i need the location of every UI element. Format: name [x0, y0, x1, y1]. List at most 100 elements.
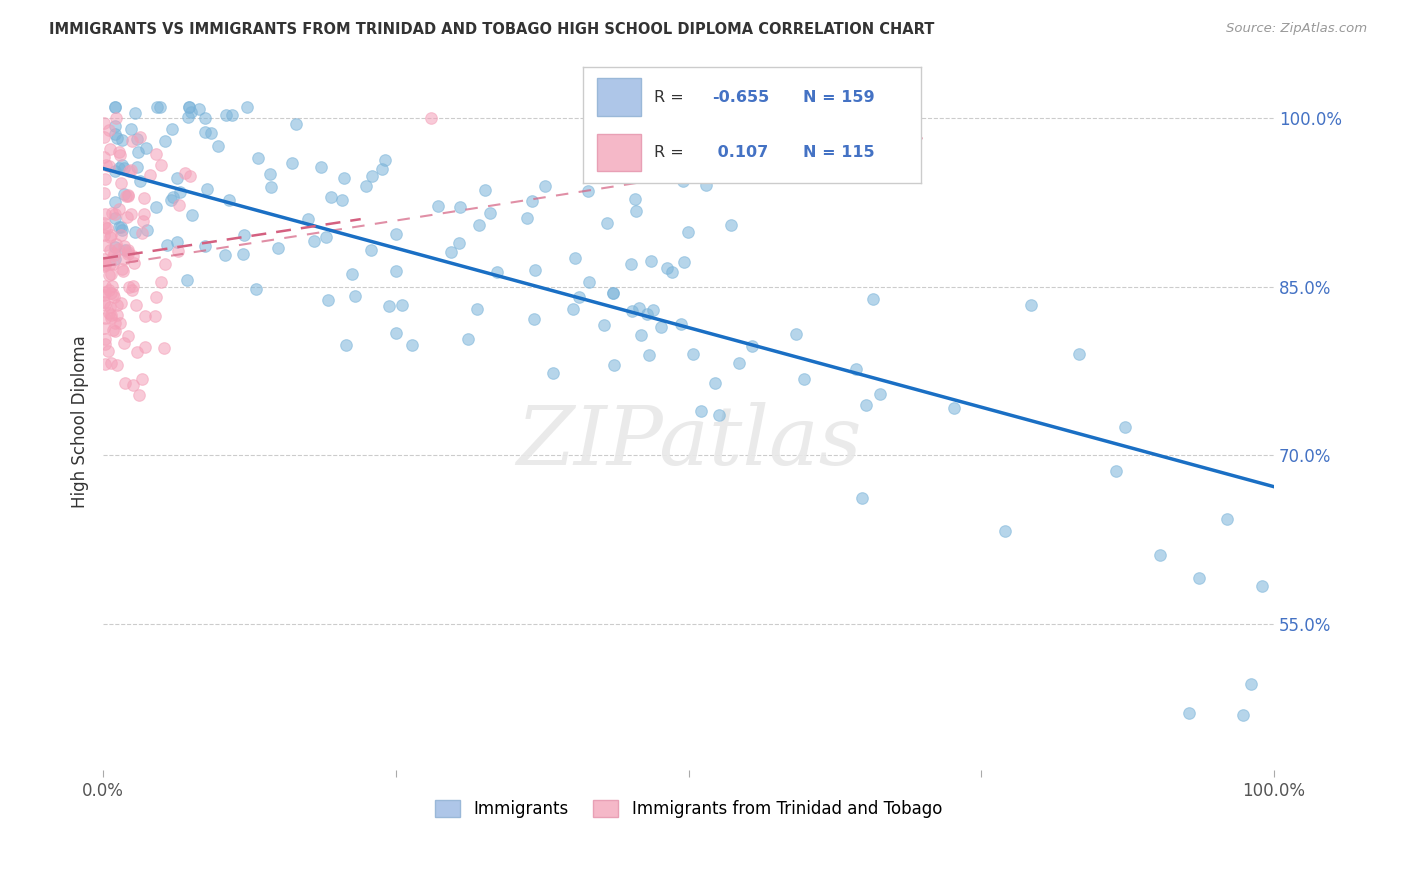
Point: [105, 111, 128, 125]
Point: [370, 161, 392, 176]
Point: [117, 243, 139, 257]
Point: [690, 404, 713, 418]
Point: [101, 279, 124, 293]
Point: [159, 193, 181, 207]
Point: [596, 216, 619, 230]
Point: [169, 185, 191, 199]
Point: [593, 318, 616, 333]
Text: 0.107: 0.107: [711, 145, 768, 161]
Point: [862, 293, 884, 307]
Point: [129, 174, 152, 188]
Point: [121, 134, 143, 148]
Text: R =: R =: [654, 145, 685, 161]
Point: [94, 279, 117, 293]
Point: [149, 276, 172, 290]
Point: [108, 161, 131, 175]
Point: [98, 243, 121, 257]
Point: [374, 153, 396, 167]
Point: [104, 100, 127, 114]
Point: [523, 263, 546, 277]
Point: [728, 355, 751, 369]
Point: [108, 220, 131, 235]
Point: [523, 311, 546, 326]
Point: [855, 398, 877, 412]
Point: [603, 358, 626, 372]
Point: [110, 262, 132, 277]
Point: [302, 234, 325, 248]
Point: [132, 213, 155, 227]
Point: [110, 219, 132, 234]
Point: [93, 150, 115, 164]
Point: [94, 298, 117, 312]
Point: [344, 289, 367, 303]
Point: [467, 302, 489, 317]
Point: [621, 304, 644, 318]
Point: [650, 319, 672, 334]
Point: [578, 275, 600, 289]
Point: [844, 362, 866, 376]
Point: [104, 324, 127, 338]
Point: [994, 524, 1017, 538]
Point: [120, 121, 142, 136]
Point: [117, 247, 139, 261]
Point: [115, 210, 138, 224]
Point: [143, 309, 166, 323]
Point: [332, 170, 354, 185]
Point: [180, 105, 202, 120]
Point: [94, 158, 117, 172]
Point: [114, 376, 136, 390]
Point: [111, 133, 134, 147]
Point: [97, 283, 120, 297]
Point: [427, 199, 450, 213]
Point: [111, 158, 134, 172]
Point: [709, 408, 731, 422]
Point: [167, 244, 190, 258]
Point: [1019, 298, 1042, 312]
Point: [104, 164, 127, 178]
Point: [108, 148, 131, 162]
Point: [94, 258, 117, 272]
Point: [194, 111, 217, 125]
Point: [105, 131, 128, 145]
Point: [360, 169, 382, 183]
Point: [1216, 512, 1239, 526]
Point: [354, 178, 377, 193]
Point: [360, 243, 382, 257]
Point: [97, 344, 120, 359]
Point: [200, 126, 222, 140]
Point: [641, 303, 664, 318]
Point: [139, 168, 162, 182]
Point: [602, 285, 624, 300]
Point: [93, 321, 115, 335]
Point: [156, 238, 179, 252]
Point: [330, 193, 353, 207]
Point: [117, 244, 139, 259]
Text: R =: R =: [654, 89, 685, 104]
Point: [127, 344, 149, 359]
Point: [630, 328, 652, 343]
Point: [655, 260, 678, 275]
Point: [245, 282, 267, 296]
Point: [117, 187, 139, 202]
Point: [516, 211, 538, 225]
Point: [562, 301, 585, 316]
Point: [101, 257, 124, 271]
Point: [93, 216, 115, 230]
Point: [146, 100, 169, 114]
Point: [127, 160, 149, 174]
Point: [104, 127, 127, 141]
Point: [107, 202, 129, 217]
Point: [100, 257, 122, 271]
Point: [1105, 464, 1128, 478]
Point: [112, 252, 135, 266]
Point: [131, 372, 153, 386]
Point: [280, 155, 302, 169]
Point: [187, 102, 209, 116]
Point: [153, 258, 176, 272]
Point: [100, 311, 122, 326]
Point: [166, 171, 188, 186]
Text: -0.655: -0.655: [711, 89, 769, 104]
Point: [100, 356, 122, 370]
Point: [129, 129, 152, 144]
Point: [149, 100, 172, 114]
